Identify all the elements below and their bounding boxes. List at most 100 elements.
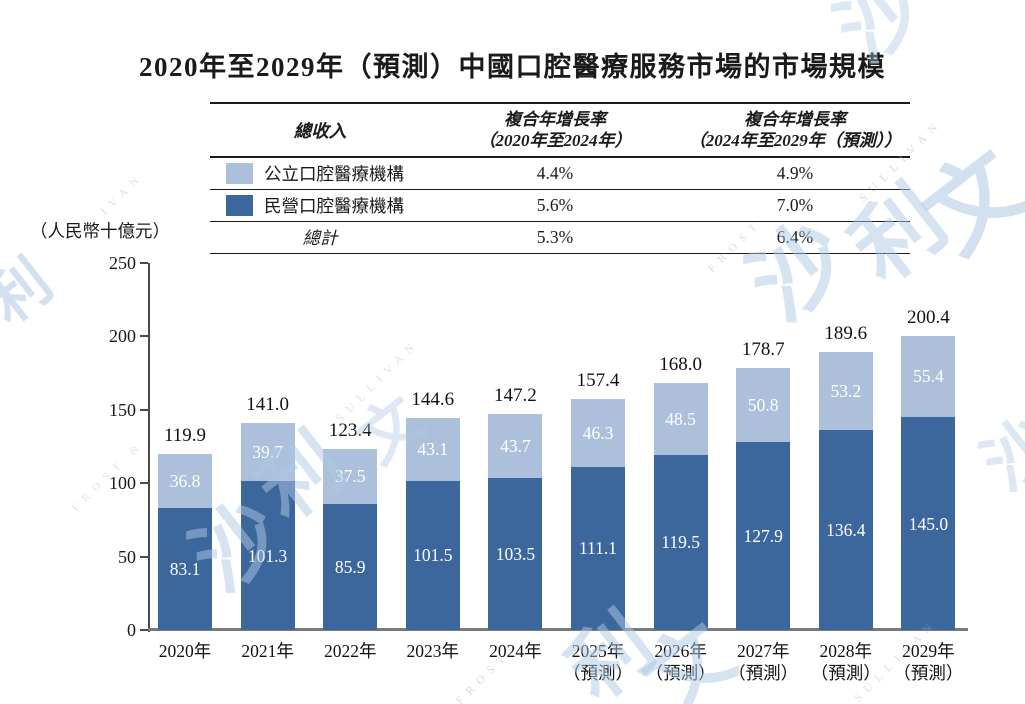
private-segment: [571, 466, 625, 630]
x-axis-category-label: 2029年 （預測）: [893, 641, 964, 683]
y-axis-unit-label: （人民幣十億元）: [30, 221, 170, 241]
private-value-label: 111.1: [578, 538, 618, 559]
total-value-label: 123.4: [328, 419, 372, 441]
y-axis-tick: [140, 629, 148, 631]
table-row-private: 民營口腔醫療機構 5.6% 7.0%: [210, 190, 910, 222]
public-value-label: 48.5: [665, 408, 696, 429]
total-value-label: 200.4: [907, 306, 950, 328]
private-value-label: 83.1: [169, 559, 201, 579]
public-cagr-2020-2024: 4.4%: [536, 163, 574, 183]
public-segment: [488, 413, 543, 479]
public-value-label: 55.4: [913, 366, 944, 387]
private-value-label: 103.5: [495, 544, 536, 565]
public-segment: [323, 448, 378, 504]
total-row-label: 總計: [302, 228, 338, 248]
private-legend-swatch: [226, 195, 253, 216]
public-segment: [736, 367, 791, 443]
header-cagr-2020-2024-line1: 複合年增長率: [504, 110, 606, 129]
x-axis-category-label: 2024年: [489, 641, 542, 661]
public-segment: [158, 453, 212, 508]
private-value-label: 85.9: [334, 556, 366, 577]
x-axis-category-label: 2021年: [241, 641, 294, 661]
x-axis-category-label: 2026年 （預測）: [645, 641, 716, 683]
y-axis-tick: [140, 408, 148, 411]
x-axis-category-label: 2023年: [406, 641, 460, 661]
y-axis-tick: [140, 482, 148, 485]
header-cagr-2024-2029-line2: （2024年至2029年（預測））: [688, 131, 902, 150]
public-value-label: 46.3: [582, 422, 614, 443]
header-cagr-2024-2029: 複合年增長率 （2024年至2029年（預測））: [680, 109, 910, 151]
public-row-label: 公立口腔醫療機構: [264, 164, 404, 184]
public-value-label: 36.8: [169, 470, 201, 491]
private-segment: [736, 442, 791, 630]
public-segment: [818, 351, 873, 430]
total-value-label: 119.9: [163, 424, 207, 446]
private-segment: [158, 508, 212, 630]
x-axis-line: [148, 628, 968, 631]
private-segment: [653, 454, 708, 630]
cagr-table-header: 總收入 複合年增長率 （2020年至2024年） 複合年增長率 （2024年至2…: [210, 104, 910, 158]
private-segment: [240, 481, 295, 630]
x-axis-category-label: 2020年: [158, 641, 212, 661]
private-row-label: 民營口腔醫療機構: [264, 196, 404, 216]
private-cagr-2024-2029: 7.0%: [776, 195, 814, 215]
total-value-label: 147.2: [494, 384, 537, 406]
public-segment: [240, 423, 295, 482]
private-value-label: 136.4: [826, 519, 866, 540]
private-segment: [818, 429, 873, 630]
total-value-label: 189.6: [824, 322, 868, 344]
public-segment: [405, 417, 460, 481]
table-row-total: 總計 5.3% 6.4%: [210, 222, 910, 253]
x-axis-category-label: 2025年 （預測）: [563, 641, 633, 683]
y-axis-tick-label: 200: [109, 326, 136, 347]
public-segment: [571, 398, 625, 467]
public-segment: [901, 335, 956, 418]
public-value-label: 43.7: [500, 435, 531, 456]
y-axis-tick-label: 50: [118, 546, 136, 567]
private-cagr-2020-2024: 5.6%: [536, 195, 574, 215]
y-axis-line: [148, 263, 150, 632]
public-cagr-2024-2029: 4.9%: [776, 163, 814, 183]
public-legend-swatch: [226, 163, 253, 184]
cagr-table: 總收入 複合年增長率 （2020年至2024年） 複合年增長率 （2024年至2…: [210, 102, 910, 254]
y-axis-tick-label: 100: [109, 473, 136, 494]
total-value-label: 144.6: [411, 388, 455, 410]
public-value-label: 37.5: [334, 466, 366, 487]
header-cagr-2024-2029-line1: 複合年增長率: [744, 110, 846, 129]
public-segment: [653, 383, 708, 455]
total-cagr-2024-2029: 6.4%: [776, 227, 814, 247]
total-cagr-2020-2024: 5.3%: [536, 227, 574, 247]
total-value-label: 141.0: [246, 394, 289, 415]
private-value-label: 119.5: [661, 532, 700, 553]
header-cagr-2020-2024: 複合年增長率 （2020年至2024年）: [430, 109, 680, 151]
private-segment: [323, 503, 378, 630]
public-value-label: 53.2: [830, 380, 862, 401]
private-value-label: 101.5: [413, 545, 453, 566]
x-axis-category-label: 2027年 （預測）: [728, 641, 799, 683]
public-value-label: 50.8: [747, 394, 779, 415]
y-axis-tick: [140, 555, 148, 558]
y-axis-tick-label: 250: [109, 253, 136, 273]
total-value-label: 157.4: [576, 369, 620, 391]
y-axis-tick-label: 150: [109, 399, 136, 420]
header-total-revenue: 總收入: [293, 120, 347, 141]
public-value-label: 39.7: [252, 442, 283, 463]
private-value-label: 127.9: [743, 526, 783, 547]
total-value-label: 168.0: [659, 354, 702, 376]
chart-title: 2020年至2029年（預測）中國口腔醫療服務市場的市場規模: [139, 52, 886, 83]
private-value-label: 101.3: [247, 545, 288, 566]
private-value-label: 145.0: [908, 513, 949, 534]
y-axis-tick-label: 0: [127, 620, 136, 640]
private-segment: [488, 478, 543, 630]
table-row-public: 公立口腔醫療機構 4.4% 4.9%: [210, 158, 910, 190]
x-axis-category-label: 2028年 （預測）: [810, 641, 881, 683]
public-value-label: 43.1: [417, 439, 449, 460]
x-axis-category-label: 2022年: [323, 641, 377, 661]
header-cagr-2020-2024-line2: （2020年至2024年）: [478, 131, 632, 150]
y-axis-tick: [140, 335, 148, 338]
private-segment: [405, 480, 460, 630]
y-axis-tick: [140, 262, 148, 264]
private-segment: [901, 417, 956, 630]
